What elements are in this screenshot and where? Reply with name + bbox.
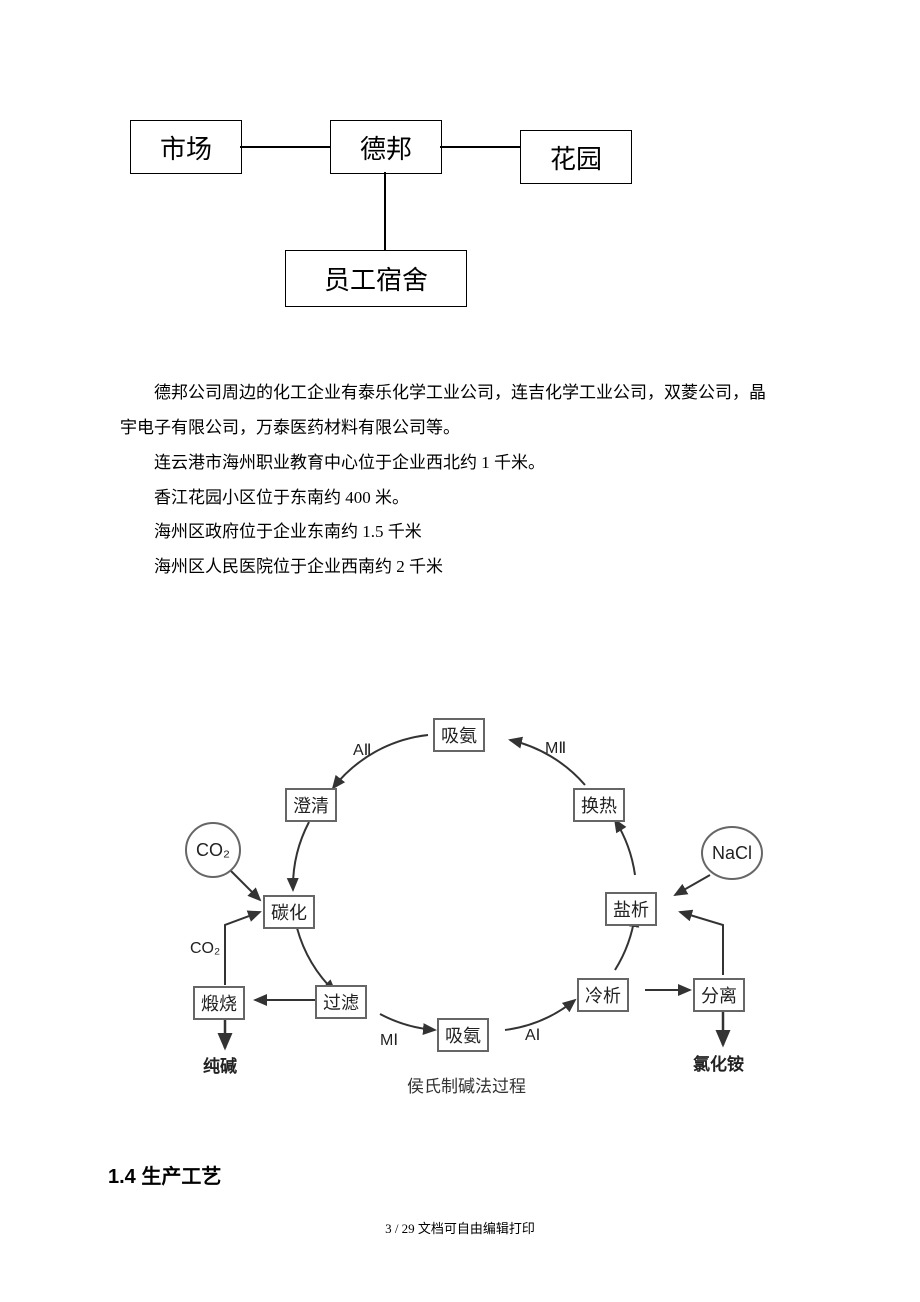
- label-ai: AⅠ: [525, 1025, 540, 1045]
- node-lengxi: 冷析: [577, 978, 629, 1012]
- para-3: 香江花园小区位于东南约 400 米。: [120, 481, 820, 516]
- node-huanre: 换热: [573, 788, 625, 822]
- body-text: 德邦公司周边的化工企业有泰乐化学工业公司，连吉化学工业公司，双菱公司，晶 宇电子…: [120, 376, 820, 585]
- node-xiqing-bottom: 吸氨: [437, 1018, 489, 1052]
- para-4: 海州区政府位于企业东南约 1.5 千米: [120, 515, 820, 550]
- para-1b: 宇电子有限公司，万泰医药材料有限公司等。: [120, 411, 820, 446]
- edge: [240, 146, 330, 148]
- node-garden: 花园: [520, 130, 632, 184]
- node-chengqing: 澄清: [285, 788, 337, 822]
- label-mii: MⅡ: [545, 738, 566, 758]
- node-yanxi: 盐析: [605, 892, 657, 926]
- node-xiqing-top: 吸氨: [433, 718, 485, 752]
- output-luhuaan: 氯化铵: [693, 1050, 744, 1075]
- diagram-location: 市场 德邦 花园 员工宿舍: [130, 120, 650, 340]
- edge: [384, 172, 386, 250]
- page: 市场 德邦 花园 员工宿舍 德邦公司周边的化工企业有泰乐化学工业公司，连吉化学工…: [0, 0, 920, 1302]
- node-fenli: 分离: [693, 978, 745, 1012]
- node-nacl: NaCl: [701, 826, 763, 880]
- para-2: 连云港市海州职业教育中心位于企业西北约 1 千米。: [120, 446, 820, 481]
- label-mi: MⅠ: [380, 1030, 398, 1050]
- para-5: 海州区人民医院位于企业西南约 2 千米: [120, 550, 820, 585]
- node-duanshao: 煅烧: [193, 986, 245, 1020]
- node-tanhua: 碳化: [263, 895, 315, 929]
- node-guolv: 过滤: [315, 985, 367, 1019]
- node-co2: CO₂: [185, 822, 241, 878]
- node-debang: 德邦: [330, 120, 442, 174]
- diagram2-caption: 侯氏制碱法过程: [407, 1072, 526, 1097]
- diagram-process: 吸氨 澄清 碳化 过滤 吸氨 冷析 盐析 换热 煅烧 分离 CO₂ NaCl A…: [175, 700, 765, 1100]
- node-market: 市场: [130, 120, 242, 174]
- section-heading: 1.4 生产工艺: [108, 1160, 221, 1189]
- label-co2-recycle: CO₂: [190, 940, 220, 958]
- edge: [440, 146, 520, 148]
- page-footer: 3 / 29 文档可自由编辑打印: [0, 1218, 920, 1237]
- para-1a: 德邦公司周边的化工企业有泰乐化学工业公司，连吉化学工业公司，双菱公司，晶: [120, 376, 820, 411]
- output-chunjian: 纯碱: [203, 1052, 237, 1077]
- node-dorm: 员工宿舍: [285, 250, 467, 307]
- label-aii: AⅡ: [353, 740, 372, 760]
